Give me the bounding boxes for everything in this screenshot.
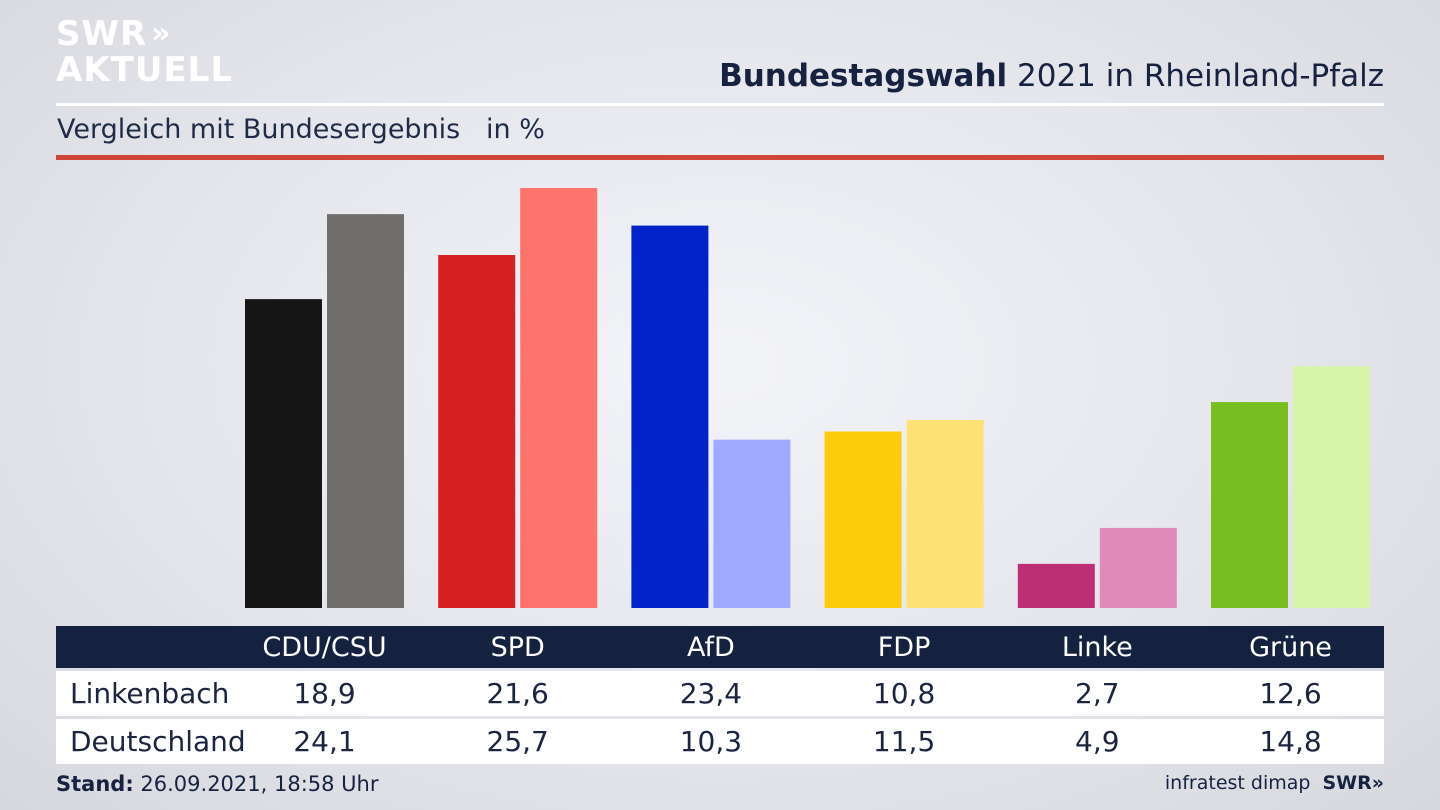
header-spd: SPD	[490, 631, 545, 663]
logo-line1: SWR	[56, 14, 148, 54]
title-bold: Bundestagswahl	[719, 58, 1008, 94]
chart-subtitle: Vergleich mit Bundesergebnis in %	[57, 114, 545, 145]
value-afd-deutschland: 10,3	[679, 725, 743, 758]
results-table: CDU/CSU SPD AfD FDP Linke Grüne Linkenbach 18…	[56, 626, 1384, 764]
timestamp: Stand: 26.09.2021, 18:58 Uhr	[56, 772, 379, 796]
bar-grüne-linkenbach	[1211, 402, 1288, 608]
source-credit: infratest dimap SWR»	[1165, 772, 1384, 794]
bar-grüne-deutschland	[1293, 366, 1370, 608]
value-grüne-linkenbach: 12,6	[1259, 677, 1322, 710]
swr-logo-small: SWR»	[1322, 772, 1384, 794]
subtitle-divider	[56, 155, 1384, 160]
table-row-linkenbach: Linkenbach 18,9 21,6 23,4 10,8 2,7 12,6	[56, 671, 1384, 716]
bar-linke-linkenbach	[1017, 563, 1095, 608]
header-cdu-csu: CDU/CSU	[262, 631, 387, 663]
bar-afd-linkenbach	[631, 225, 709, 608]
value-spd-linkenbach: 21,6	[486, 677, 549, 710]
value-afd-linkenbach: 23,4	[679, 677, 743, 710]
logo-line2: AKTUELL	[56, 50, 234, 90]
bar-spd-deutschland	[520, 188, 598, 608]
stand-value: 26.09.2021, 18:58 Uhr	[133, 772, 379, 796]
value-cdu-csu-deutschland: 24,1	[293, 725, 356, 758]
bar-cdu-csu-linkenbach	[245, 299, 322, 608]
title-rest: 2021 in Rheinland-Pfalz	[1007, 58, 1384, 94]
bar-afd-deutschland	[713, 439, 791, 608]
value-cdu-csu-linkenbach: 18,9	[293, 677, 356, 710]
table-header-row: CDU/CSU SPD AfD FDP Linke Grüne	[56, 626, 1384, 668]
header-linke: Linke	[1061, 631, 1133, 663]
bar-spd-linkenbach	[438, 255, 516, 608]
header-fdp: FDP	[877, 631, 931, 663]
chart-title: Bundestagswahl 2021 in Rheinland-Pfalz	[719, 58, 1384, 94]
header-afd: AfD	[686, 631, 735, 663]
table-row-deutschland: Deutschland 24,1 25,7 10,3 11,5 4,9 14,8	[56, 719, 1384, 764]
row-label-deutschland: Deutschland	[70, 725, 246, 758]
value-linke-linkenbach: 2,7	[1075, 677, 1120, 710]
row-label-linkenbach: Linkenbach	[70, 677, 230, 710]
value-linke-deutschland: 4,9	[1075, 725, 1120, 758]
value-grüne-deutschland: 14,8	[1259, 725, 1322, 758]
stand-label: Stand:	[56, 772, 134, 796]
source-label: infratest dimap	[1164, 772, 1311, 794]
bar-linke-deutschland	[1099, 527, 1177, 608]
value-fdp-linkenbach: 10,8	[872, 677, 936, 710]
bar-fdp-deutschland	[906, 420, 984, 608]
value-fdp-deutschland: 11,5	[872, 725, 936, 758]
title-divider	[56, 103, 1384, 106]
bar-chart	[245, 188, 1370, 608]
header-grüne: Grüne	[1249, 631, 1332, 663]
bar-fdp-linkenbach	[824, 431, 902, 608]
swr-aktuell-logo: SWR» AKTUELL	[56, 16, 233, 88]
bar-cdu-csu-deutschland	[327, 214, 404, 608]
value-spd-deutschland: 25,7	[486, 725, 549, 758]
